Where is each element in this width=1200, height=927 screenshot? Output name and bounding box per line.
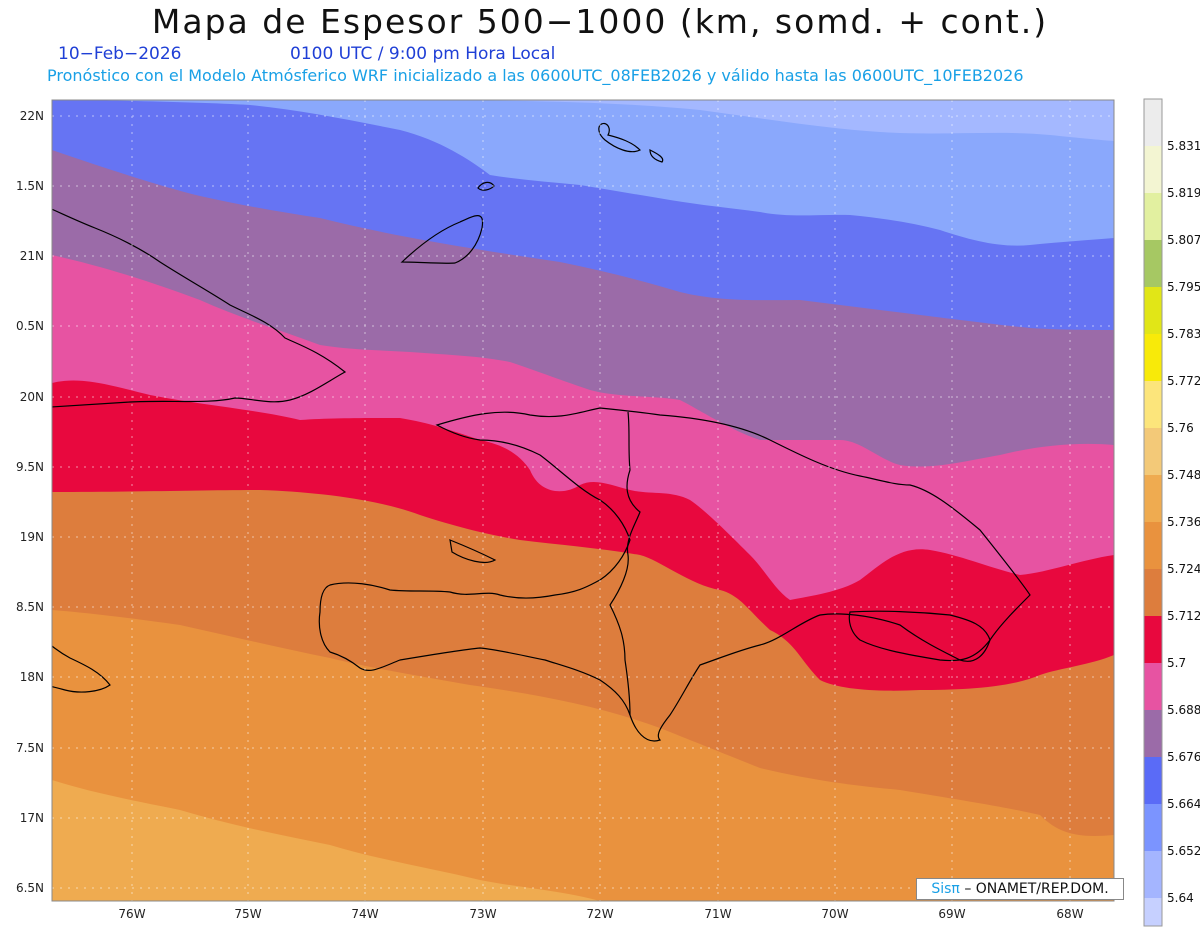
lat-label-5: 9.5N [16,460,44,474]
map-frame [51,99,1115,902]
legend-level-7: 5.748 [1167,468,1200,482]
legend-level-9: 5.724 [1167,562,1200,576]
forecast-subtitle: Pronóstico con el Modelo Atmósferico WRF… [47,66,1024,85]
legend-swatch-4 [1144,287,1162,334]
legend-swatch-3 [1144,240,1162,287]
legend-swatch-1 [1144,146,1162,193]
credit-org: – ONAMET/REP.DOM. [964,881,1109,897]
gonave [449,539,497,564]
legend-swatch-8 [1144,475,1162,522]
puerto-rico [848,610,991,662]
lon-axis: 76W 75W 74W 73W 72W 71W 70W 69W 68W [118,907,1083,921]
legend-swatch-0 [1144,99,1162,146]
lat-label-9: 7.5N [16,741,44,755]
haiti-dr-border [609,411,641,716]
page-title: Mapa de Espesor 500−1000 (km, somd. + co… [151,2,1049,41]
legend-level-6: 5.76 [1167,421,1194,435]
legend-swatch-5 [1144,334,1162,381]
band-5652 [52,100,1114,246]
legend-frame [1143,98,1163,927]
legend-level-8: 5.736 [1167,515,1200,529]
legend-level-1: 5.819 [1167,186,1200,200]
legend-swatch-11 [1144,616,1162,663]
legend-swatch-12 [1144,663,1162,710]
credit-badge: Sisπ – ONAMET/REP.DOM. [916,878,1124,900]
forecast-date: 10−Feb−2026 [58,44,182,64]
turks-caicos [598,122,664,163]
lon-label-3: 73W [469,907,496,921]
legend-level-16: 5.64 [1167,891,1194,905]
legend-swatch-6 [1144,381,1162,428]
hispaniola-coast [318,407,1031,742]
credit-logo: Sisπ [931,881,960,897]
legend-swatch-15 [1144,804,1162,851]
lat-label-6: 19N [20,530,44,544]
lon-label-0: 76W [118,907,145,921]
lon-label-5: 71W [704,907,731,921]
bahamas-andros [400,215,484,264]
lat-label-11: 6.5N [16,881,44,895]
legend-level-14: 5.664 [1167,797,1200,811]
lat-label-10: 17N [20,811,44,825]
lat-label-0: 22N [20,109,44,123]
legend-swatch-13 [1144,710,1162,757]
legend-level-11: 5.7 [1167,656,1186,670]
legend-level-4: 5.783 [1167,327,1200,341]
legend-swatch-10 [1144,569,1162,616]
legend-level-15: 5.652 [1167,844,1200,858]
lat-label-3: 0.5N [16,319,44,333]
legend-level-13: 5.676 [1167,750,1200,764]
lon-label-2: 74W [351,907,378,921]
legend-level-12: 5.688 [1167,703,1200,717]
map-fill-bands [52,100,1114,901]
legend-swatch-bottom [1144,898,1162,926]
lon-label-7: 69W [938,907,965,921]
legend-level-5: 5.772 [1167,374,1200,388]
lat-axis: 22N 1.5N 21N 0.5N 20N 9.5N 19N 8.5N 18N … [16,109,44,895]
lon-label-1: 75W [234,907,261,921]
graticule [52,100,1114,901]
lat-label-4: 20N [20,390,44,404]
legend-level-3: 5.795 [1167,280,1200,294]
lat-label-2: 21N [20,249,44,263]
legend-swatch-16 [1144,851,1162,898]
lat-label-7: 8.5N [16,600,44,614]
legend-swatch-2 [1144,193,1162,240]
lon-label-6: 70W [821,907,848,921]
legend-level-10: 5.712 [1167,609,1200,623]
legend-swatch-7 [1144,428,1162,475]
lon-label-4: 72W [586,907,613,921]
lat-label-1: 1.5N [16,179,44,193]
forecast-time: 0100 UTC / 9:00 pm Hora Local [290,44,556,64]
color-legend: 5.831 5.819 5.807 5.795 5.783 5.772 5.76 5.748 5… [1143,98,1200,927]
lon-label-8: 68W [1056,907,1083,921]
legend-level-2: 5.807 [1167,233,1200,247]
lat-label-8: 18N [20,670,44,684]
legend-swatch-14 [1144,757,1162,804]
band-5640 [360,100,1114,141]
legend-swatch-9 [1144,522,1162,569]
jamaica-coast [52,645,111,693]
legend-level-0: 5.831 [1167,139,1200,153]
